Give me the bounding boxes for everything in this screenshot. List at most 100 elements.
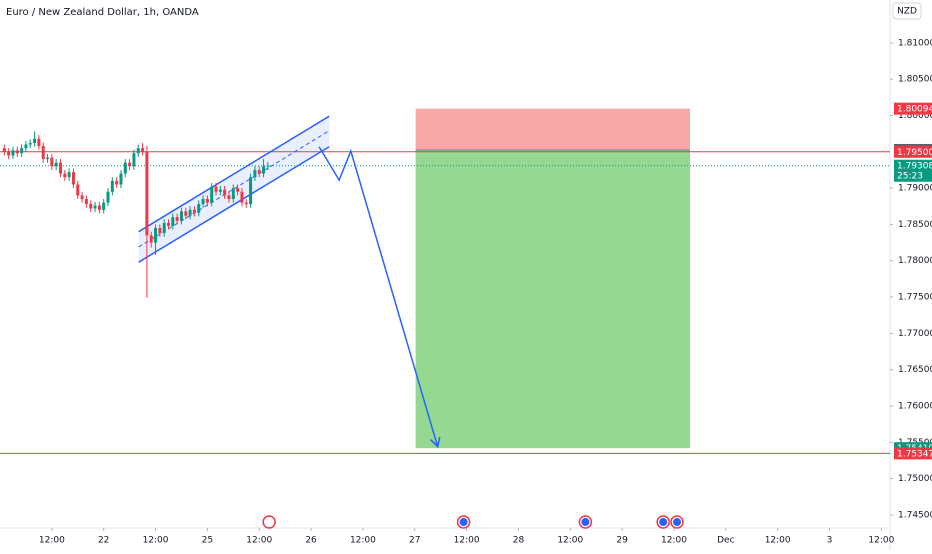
candle-body xyxy=(2,148,6,152)
price-label: 1.80094 xyxy=(897,105,932,115)
candle-body xyxy=(141,148,145,152)
x-tick-label: 12:00 xyxy=(868,536,894,546)
channel-lower xyxy=(138,146,330,263)
candle-body xyxy=(119,173,123,185)
candle-body xyxy=(197,204,201,213)
x-tick-label: 12:00 xyxy=(246,536,272,546)
candle-body xyxy=(50,157,54,167)
x-tick-label: 3 xyxy=(827,536,833,546)
current-price-box xyxy=(894,159,932,182)
y-tick-label: 1.81000 xyxy=(898,38,932,48)
currency[interactable]: NZD xyxy=(897,7,917,17)
candle-body xyxy=(37,138,41,146)
candle-body xyxy=(115,180,119,185)
event-marker[interactable] xyxy=(670,515,684,529)
y-tick-label: 1.80000 xyxy=(898,111,932,121)
candle-body xyxy=(175,217,179,221)
candle-body xyxy=(46,157,50,160)
candle-body xyxy=(205,198,209,203)
candle-body xyxy=(262,166,266,174)
candle-body xyxy=(97,205,101,210)
x-tick-label: 26 xyxy=(305,536,317,546)
currency-box[interactable] xyxy=(892,2,922,20)
candle-body xyxy=(158,228,162,234)
candle-body xyxy=(28,143,32,145)
x-tick-label: 25 xyxy=(202,536,213,546)
candle-body xyxy=(249,177,253,205)
event-marker[interactable] xyxy=(456,515,471,529)
x-tick-label: 12:00 xyxy=(557,536,583,546)
candle-body xyxy=(162,222,166,234)
y-tick-label: 1.74500 xyxy=(898,510,932,520)
candle-body xyxy=(71,172,75,185)
event-dot xyxy=(659,518,668,526)
candle-body xyxy=(11,150,15,156)
chart-title: Euro / New Zealand Dollar, 1h, OANDA xyxy=(6,7,199,18)
countdown: 25:23 xyxy=(897,172,923,182)
candle-body xyxy=(227,195,231,199)
candle-body xyxy=(188,209,192,216)
x-tick-label: 12:00 xyxy=(454,536,480,546)
candle-body xyxy=(84,198,88,205)
event-dot xyxy=(581,518,590,526)
candle-body xyxy=(136,148,140,154)
candle-body xyxy=(266,165,270,167)
candle-body xyxy=(63,173,67,178)
candle-body xyxy=(76,184,80,196)
projection-path xyxy=(318,146,439,447)
candle-body xyxy=(20,148,24,154)
channel-middle xyxy=(138,130,330,248)
price-label-box xyxy=(894,447,932,460)
candle-body xyxy=(33,138,37,144)
candle-body xyxy=(89,204,93,209)
candle-body xyxy=(231,188,235,199)
candle-body xyxy=(15,150,19,154)
candle-body xyxy=(123,162,127,174)
candle-body xyxy=(106,191,110,203)
candle-body xyxy=(128,162,132,167)
y-tick-label: 1.77000 xyxy=(898,329,932,339)
price-label: 1.75347 xyxy=(897,449,932,459)
candle-body xyxy=(110,180,114,192)
candle-body xyxy=(171,217,175,226)
y-tick-label: 1.76500 xyxy=(898,365,932,375)
x-tick-label: 29 xyxy=(616,536,628,546)
stop-zone xyxy=(415,108,690,150)
y-tick-label: 1.80500 xyxy=(898,75,932,85)
candle-body xyxy=(210,186,214,203)
y-tick-label: 1.77500 xyxy=(898,293,932,303)
candle-body xyxy=(257,169,261,174)
x-tick-label: 12:00 xyxy=(143,536,169,546)
event-marker[interactable] xyxy=(656,515,670,529)
candle-body xyxy=(41,145,45,160)
x-tick-label: Dec xyxy=(717,536,734,546)
arrow-head xyxy=(430,436,441,449)
candle-body xyxy=(184,211,188,216)
x-tick-label: 22 xyxy=(98,536,109,546)
y-tick-label: 1.78500 xyxy=(898,220,932,230)
candle-body xyxy=(201,198,205,205)
candle-body xyxy=(240,191,244,203)
x-tick-label: 12:00 xyxy=(765,536,791,546)
event-dot xyxy=(673,518,682,526)
event-dot xyxy=(459,518,468,526)
current-price-label: 1.79308 xyxy=(897,162,932,172)
price-label-box xyxy=(894,102,932,115)
candle-body xyxy=(80,195,84,199)
price-label: 1.79500 xyxy=(897,148,932,158)
candle-body xyxy=(154,228,158,243)
candle-body xyxy=(93,205,97,209)
y-tick-label: 1.79000 xyxy=(898,184,932,194)
candle-body xyxy=(145,151,149,236)
channel-upper xyxy=(138,115,330,233)
x-tick-label: 28 xyxy=(513,536,525,546)
event-marker[interactable] xyxy=(578,515,593,529)
event-marker[interactable] xyxy=(262,515,276,529)
candle-body xyxy=(24,144,28,149)
y-tick-label: 1.75000 xyxy=(898,474,932,484)
candle-body xyxy=(54,162,58,167)
candle-body xyxy=(223,189,227,196)
candle-body xyxy=(179,211,183,221)
candle-body xyxy=(218,189,222,192)
candle-body xyxy=(236,188,240,192)
